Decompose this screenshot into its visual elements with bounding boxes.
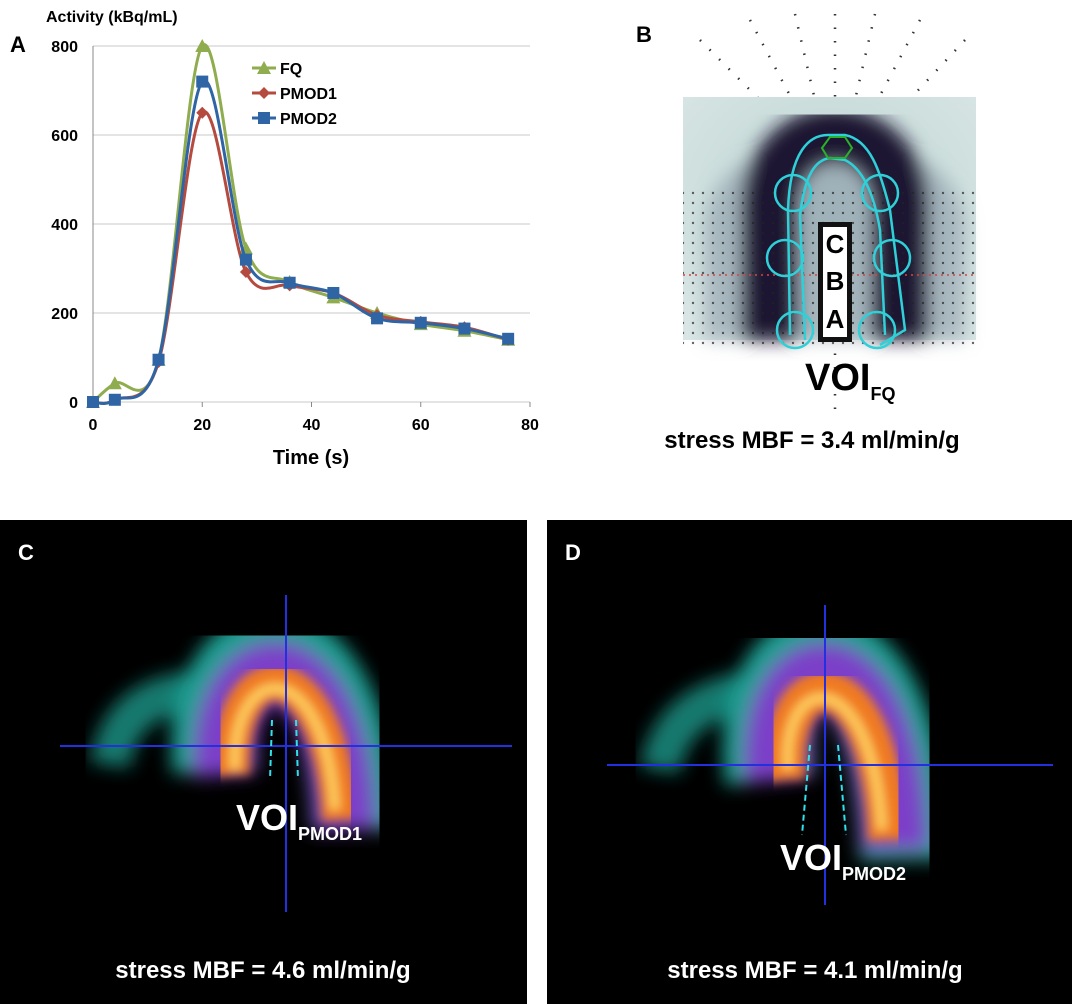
voi-outline <box>801 744 847 836</box>
x-axis-label: Time (s) <box>273 447 349 469</box>
voi-sub: FQ <box>870 384 895 404</box>
x-tick-label: 40 <box>303 417 321 434</box>
panel-label: C <box>18 540 34 565</box>
x-tick-label: 60 <box>412 417 430 434</box>
marker <box>414 316 427 329</box>
marker <box>371 312 384 325</box>
voi-outline <box>269 719 299 781</box>
marker <box>152 353 165 366</box>
marker <box>195 39 210 52</box>
marker <box>239 266 252 279</box>
marker <box>502 332 515 345</box>
marker <box>239 253 252 266</box>
y-tick-label: 600 <box>51 128 78 145</box>
panel-label: B <box>636 22 652 47</box>
marker <box>87 396 99 408</box>
segment-label: B <box>826 266 845 296</box>
voi: VOI <box>236 797 298 838</box>
marker <box>196 106 209 119</box>
legend-marker <box>257 61 271 74</box>
panel-d: D VOIPMOD2 stress MBF = 4.1 ml/min/g <box>547 520 1072 1004</box>
voi-sub: PMOD2 <box>842 864 906 884</box>
y-axis-label: Activity (kBq/mL) <box>46 9 178 26</box>
uptake-core <box>213 664 358 822</box>
y-tick-label: 800 <box>51 39 78 56</box>
segment-label: C <box>826 229 845 259</box>
marker <box>108 393 121 406</box>
panel-a: A Activity (kBq/mL) Time (s) 02004006008… <box>10 9 539 469</box>
marker <box>107 376 122 390</box>
marker <box>196 75 209 88</box>
crosshair <box>607 605 1053 905</box>
x-tick-label: 80 <box>521 417 539 434</box>
panel-c: C VOIPMOD1 stress MBF = 4.6 ml/min/g <box>0 520 527 1004</box>
apex-marker <box>820 136 854 159</box>
voi: VOI <box>805 357 870 399</box>
voi-sub: PMOD1 <box>298 824 362 844</box>
y-tick-label: 0 <box>69 395 78 412</box>
panel-label: D <box>565 540 581 565</box>
legend-label: FQ <box>280 61 302 78</box>
ray-dots <box>699 13 966 410</box>
segment-inner <box>823 227 847 337</box>
caption: stress MBF = 4.1 ml/min/g <box>667 957 962 984</box>
panel-b: B C B A VOIFQ s <box>636 13 976 454</box>
uptake-core <box>764 671 908 841</box>
legend-marker <box>258 87 270 99</box>
pet-image <box>0 520 527 1004</box>
legend-label: PMOD1 <box>280 86 337 103</box>
legend-label: PMOD2 <box>280 111 337 128</box>
voi-label: VOIPMOD2 <box>780 837 906 884</box>
segment-label: A <box>826 304 845 334</box>
marker <box>458 322 471 335</box>
voi-label: VOIFQ <box>805 357 895 404</box>
x-tick-label: 0 <box>89 417 98 434</box>
marker <box>283 276 296 289</box>
contour <box>765 133 912 350</box>
caption: stress MBF = 3.4 ml/min/g <box>664 427 959 454</box>
x-tick-label: 20 <box>193 417 211 434</box>
crosshair <box>60 595 512 912</box>
panel-label: A <box>10 32 26 57</box>
y-tick-label: 400 <box>51 217 78 234</box>
voi: VOI <box>780 837 842 878</box>
legend-marker <box>258 112 270 124</box>
y-tick-label: 200 <box>51 306 78 323</box>
voi-label: VOIPMOD1 <box>236 797 362 844</box>
caption: stress MBF = 4.6 ml/min/g <box>115 957 410 984</box>
marker <box>327 286 340 299</box>
